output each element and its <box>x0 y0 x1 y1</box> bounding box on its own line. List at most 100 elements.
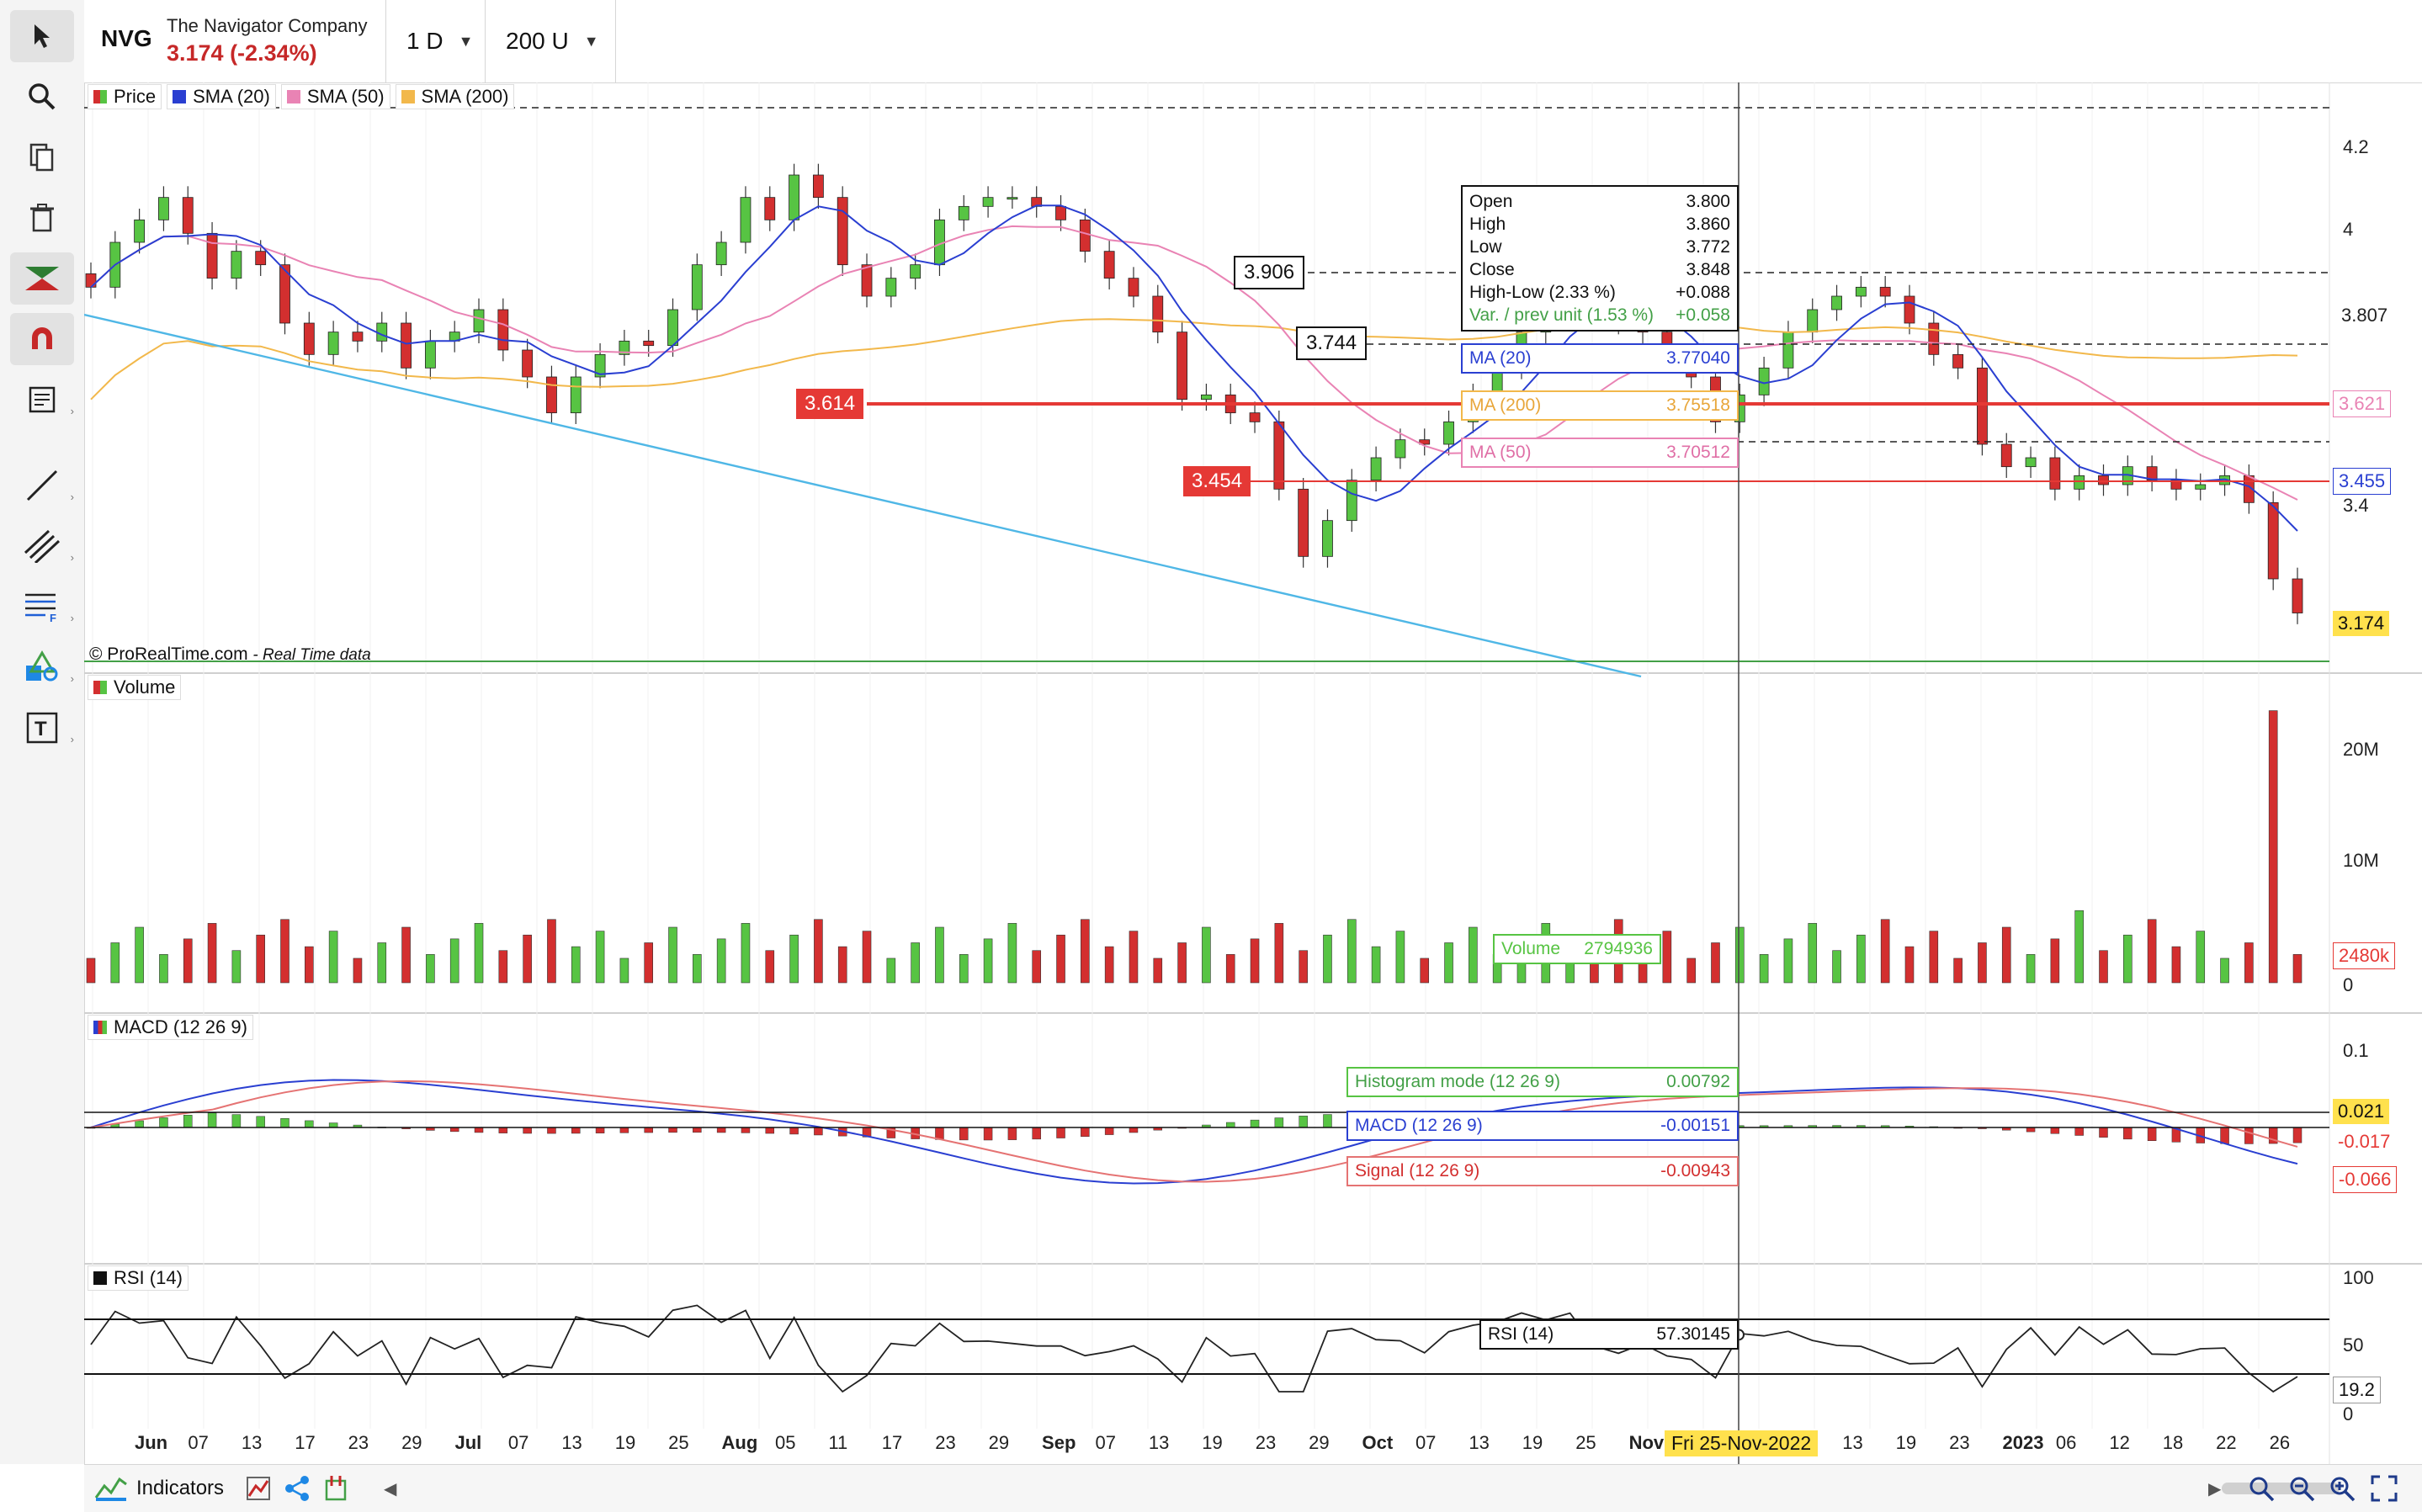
zoom-in-icon[interactable] <box>2328 1472 2356 1505</box>
text-icon[interactable]: T › <box>10 702 74 754</box>
legend-volume[interactable]: Volume <box>88 675 182 700</box>
hline-label[interactable]: 3.454 <box>1183 466 1251 496</box>
scroll-left-icon[interactable]: ◀ <box>384 1479 397 1499</box>
zoom-icon[interactable] <box>10 71 74 123</box>
macd-histogram-bar <box>1032 1127 1041 1140</box>
x-tick-label: 07 <box>507 1432 529 1453</box>
legend-rsi[interactable]: RSI (14) <box>88 1265 189 1291</box>
trash-icon[interactable] <box>10 192 74 244</box>
scroll-right-arrow[interactable]: ▶ <box>2208 1479 2222 1499</box>
x-tick-label: 19 <box>1895 1432 1917 1453</box>
volume-bar <box>2147 919 2157 984</box>
candle <box>1249 412 1261 422</box>
volume-bar <box>256 934 265 984</box>
ma50-tooltip: MA (50) 3.70512 <box>1461 438 1739 468</box>
candle <box>594 353 606 378</box>
chart-type-icon[interactable] <box>244 1472 273 1505</box>
candle <box>497 309 509 351</box>
legend-sma200[interactable]: SMA (200) <box>395 84 515 109</box>
volume-bar <box>474 923 484 984</box>
zoom-out-icon[interactable] <box>2287 1472 2316 1505</box>
candle <box>982 197 994 207</box>
macd-histogram-bar <box>328 1122 338 1128</box>
line-icon[interactable]: › <box>10 459 74 512</box>
pointer-icon[interactable] <box>10 10 74 62</box>
drawing-toolbar: › › › F › › T › <box>0 0 85 1464</box>
x-tick-label: 17 <box>295 1432 316 1453</box>
legend-sma20[interactable]: SMA (20) <box>167 84 276 109</box>
volume-bar <box>765 950 775 984</box>
ticker-symbol[interactable]: NVG <box>101 25 152 51</box>
volume-tick: 10M <box>2343 850 2379 871</box>
x-tick-label: 06 <box>2055 1432 2077 1453</box>
macd-histogram-bar <box>231 1114 242 1128</box>
candle <box>910 264 922 279</box>
rsi-tag: 19.2 <box>2333 1377 2381 1403</box>
indicators-button[interactable]: Indicators <box>94 1472 224 1505</box>
legend-macd[interactable]: MACD (12 26 9) <box>88 1015 253 1040</box>
volume-bar <box>741 923 751 984</box>
units-select[interactable]: 200 U ▼ <box>485 0 616 82</box>
fullscreen-icon[interactable] <box>2370 1472 2398 1505</box>
candle <box>1394 439 1406 459</box>
volume-legend: Volume <box>88 675 182 700</box>
signal-tooltip: Signal (12 26 9) -0.00943 <box>1346 1156 1739 1186</box>
legend-price[interactable]: Price <box>88 84 162 109</box>
volume-bar <box>716 938 726 984</box>
x-tick-label: 17 <box>881 1432 903 1453</box>
chart-area[interactable]: Price SMA (20) SMA (50) SMA (200) 4.2 4 … <box>84 82 2422 1464</box>
candle <box>1055 205 1066 220</box>
hline-label[interactable]: 3.614 <box>796 389 864 419</box>
macd-histogram-bar <box>1129 1127 1139 1133</box>
company-name: The Navigator Company <box>167 15 368 36</box>
rsi-tick: 100 <box>2343 1267 2374 1288</box>
volume-tooltip: Volume 2794936 <box>1493 934 1661 964</box>
level-label[interactable]: 3.744 <box>1296 326 1368 360</box>
channel-icon[interactable]: › <box>10 520 74 572</box>
tooltip-row: High 3.860 <box>1469 215 1730 234</box>
volume-bar <box>1880 919 1890 984</box>
horizontal-scrollbar[interactable] <box>2222 1472 2340 1505</box>
candle <box>1007 197 1018 200</box>
histogram-tooltip: Histogram mode (12 26 9) 0.00792 <box>1346 1067 1739 1097</box>
chart-canvas[interactable] <box>84 82 2422 1464</box>
notes-icon[interactable]: › <box>10 374 74 426</box>
legend-sma50[interactable]: SMA (50) <box>280 84 390 109</box>
shapes-icon[interactable]: › <box>10 641 74 693</box>
volume-bar <box>1662 931 1672 984</box>
volume-bar <box>1686 958 1696 984</box>
x-tick-label: 19 <box>1522 1432 1543 1453</box>
volume-bar <box>1904 946 1915 984</box>
candle <box>2049 457 2061 490</box>
macd-histogram-bar <box>2123 1127 2133 1140</box>
fibonacci-icon[interactable]: F › <box>25 593 74 624</box>
share-icon[interactable] <box>283 1472 311 1505</box>
macd-histogram-bar <box>547 1127 556 1134</box>
sma50-tag: 3.621 <box>2333 390 2392 417</box>
volume-bar <box>86 958 96 984</box>
x-tick-label: 23 <box>1255 1432 1277 1453</box>
volume-bar <box>1783 938 1793 984</box>
volume-bar <box>2220 958 2229 984</box>
crosshair-icon[interactable] <box>10 252 74 305</box>
candle <box>789 174 799 220</box>
alert-icon[interactable] <box>321 1472 350 1505</box>
candle <box>376 322 388 342</box>
candle <box>1103 251 1115 279</box>
x-tick-label: 23 <box>1949 1432 1970 1453</box>
units-value: 200 U <box>506 28 569 54</box>
svg-text:T: T <box>35 718 47 740</box>
macd-histogram-bar <box>983 1127 993 1141</box>
copy-icon[interactable] <box>10 131 74 183</box>
level-label[interactable]: 3.906 <box>1234 256 1305 289</box>
macd-histogram-bar <box>716 1127 726 1133</box>
volume-bar <box>983 938 993 984</box>
candle <box>2170 480 2182 490</box>
candle <box>1443 421 1454 445</box>
zoom-fit-icon[interactable] <box>2247 1472 2276 1505</box>
timeframe-select[interactable]: 1 D ▼ <box>385 0 485 82</box>
volume-bar <box>2196 931 2206 984</box>
volume-bar <box>668 926 677 984</box>
candle <box>2195 484 2207 490</box>
magnet-icon[interactable] <box>10 313 74 365</box>
